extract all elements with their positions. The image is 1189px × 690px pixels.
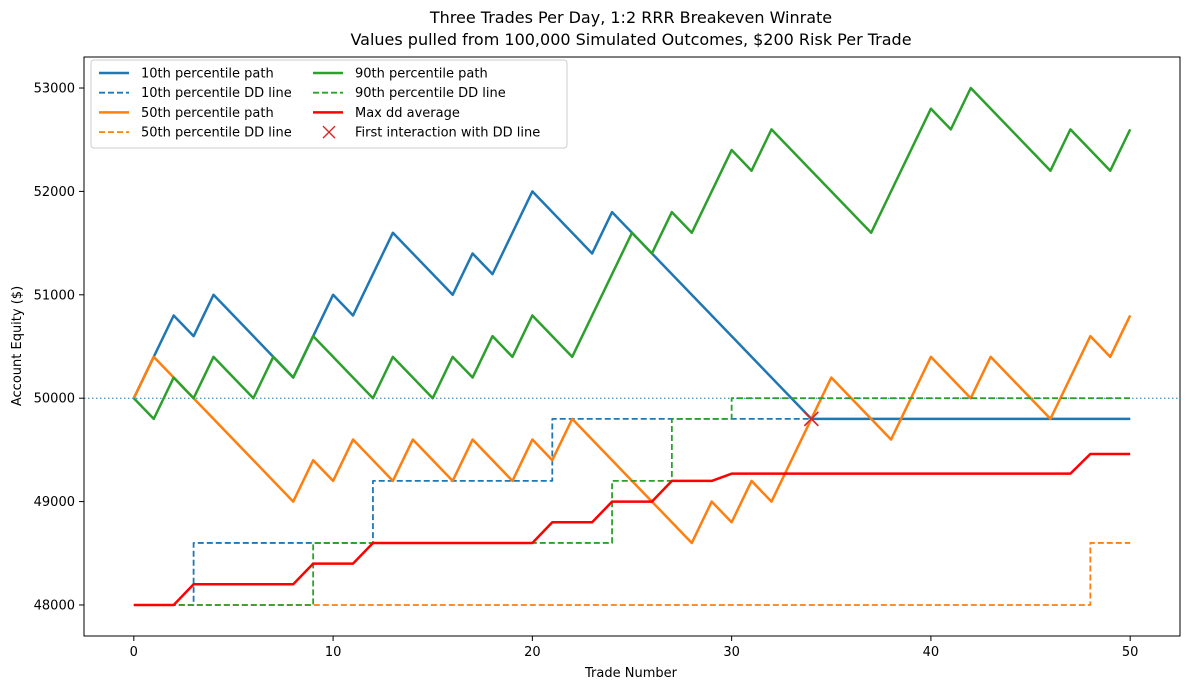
plot-frame xyxy=(83,56,1181,637)
legend-label: 50th percentile DD line xyxy=(141,126,292,141)
legend-swatch-x-2 xyxy=(322,125,336,139)
series-10th-percentile-path xyxy=(132,190,1131,421)
chart-subtitle: Values pulled from 100,000 Simulated Out… xyxy=(350,30,911,49)
legend-label: 10th percentile DD line xyxy=(141,86,292,101)
x-tick-label: 40 xyxy=(923,645,940,660)
x-tick-label: 20 xyxy=(524,645,541,660)
plot-area xyxy=(84,86,1180,607)
legend-label: 90th percentile path xyxy=(355,67,488,82)
marker-first-interaction xyxy=(803,411,819,427)
x-axis-label: Trade Number xyxy=(584,666,678,681)
legend-item: 10th percentile path xyxy=(99,67,274,82)
series-50th-percentile-dd-line xyxy=(133,542,1131,606)
legend-label: Max dd average xyxy=(355,106,460,121)
legend-item: Max dd average xyxy=(313,106,460,121)
legend-label: 90th percentile DD line xyxy=(355,86,506,101)
chart-title: Three Trades Per Day, 1:2 RRR Breakeven … xyxy=(429,8,832,27)
legend: 10th percentile path 10th percentile DD l… xyxy=(90,59,568,149)
y-tick-label: 49000 xyxy=(34,495,75,510)
series-max-dd-average xyxy=(133,452,1131,607)
x-tick-label: 30 xyxy=(723,645,740,660)
legend-label: First interaction with DD line xyxy=(355,126,540,141)
legend-item: 50th percentile path xyxy=(99,106,274,121)
series-90th-percentile-path xyxy=(132,86,1132,421)
legend-label: 10th percentile path xyxy=(141,67,274,82)
series-90th-percentile-dd-line xyxy=(133,397,1131,606)
legend-item: 90th percentile path xyxy=(313,67,488,82)
y-tick-label: 51000 xyxy=(34,288,75,303)
y-tick-label: 48000 xyxy=(34,598,75,613)
legend-label: 50th percentile path xyxy=(141,106,274,121)
series-50th-percentile-path xyxy=(132,314,1132,545)
legend-box xyxy=(90,59,568,149)
legend-item: 50th percentile DD line xyxy=(99,126,292,141)
legend-item: 10th percentile DD line xyxy=(99,86,292,101)
marker-x-stroke-2 xyxy=(803,411,819,427)
y-tick-label: 50000 xyxy=(34,392,75,407)
x-tick-label: 10 xyxy=(325,645,342,660)
x-tick-label: 0 xyxy=(130,645,138,660)
legend-item: First interaction with DD line xyxy=(322,125,540,141)
x-tick-label: 50 xyxy=(1122,645,1139,660)
y-tick-label: 53000 xyxy=(34,82,75,97)
legend-item: 90th percentile DD line xyxy=(313,86,506,101)
axes: 0 10 20 30 40 50 48000 49000 50000 51000 52000 5300… xyxy=(34,56,1181,660)
y-tick-label: 52000 xyxy=(34,185,75,200)
y-axis-label: Account Equity ($) xyxy=(10,286,25,406)
